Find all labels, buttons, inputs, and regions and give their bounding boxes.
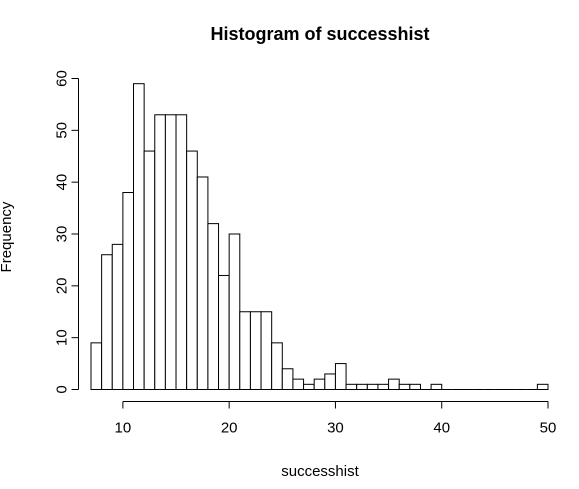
y-tick-label: 60 xyxy=(54,70,71,87)
y-tick-label: 30 xyxy=(54,226,71,243)
histogram-bar xyxy=(186,150,198,390)
histogram-bar xyxy=(409,383,421,391)
histogram-bar xyxy=(271,342,283,391)
histogram-bar xyxy=(228,233,241,390)
x-axis-label: successhist xyxy=(281,463,359,480)
histogram-bar xyxy=(377,383,390,391)
histogram-bar xyxy=(122,192,135,390)
histogram-bar xyxy=(133,83,145,391)
histogram-bar xyxy=(303,383,315,391)
histogram-bar xyxy=(536,383,549,391)
histogram-bar xyxy=(366,383,379,391)
y-tick-label: 50 xyxy=(54,122,71,139)
histogram-bar xyxy=(239,311,251,390)
x-tick-label: 10 xyxy=(115,420,132,437)
y-axis-label: Frequency xyxy=(0,201,15,272)
histogram-bar xyxy=(313,378,326,391)
histogram-bar xyxy=(218,274,230,390)
histogram-bar xyxy=(345,383,358,391)
histogram-bar xyxy=(143,150,156,390)
x-axis: 10 20 30 40 50 xyxy=(115,401,557,437)
histogram-bar xyxy=(164,114,177,390)
histogram-bar xyxy=(430,383,443,391)
histogram-bar xyxy=(324,373,336,391)
histogram-bar xyxy=(388,378,400,391)
histogram-bar xyxy=(260,311,273,390)
histogram-bar xyxy=(207,223,220,390)
histogram-bar xyxy=(249,311,262,390)
histogram-bar xyxy=(334,363,347,390)
histogram-bar xyxy=(111,243,124,390)
y-axis: 0 10 20 30 40 50 60 xyxy=(54,70,79,394)
histogram-bar xyxy=(356,383,368,391)
histogram-bar xyxy=(101,254,113,390)
y-tick-label: 20 xyxy=(54,277,71,294)
histogram-bar xyxy=(154,114,166,390)
x-tick-label: 40 xyxy=(433,420,450,437)
x-tick-label: 30 xyxy=(327,420,344,437)
y-tick-label: 10 xyxy=(54,329,71,346)
bars-group xyxy=(90,83,549,391)
y-tick-label: 40 xyxy=(54,174,71,191)
histogram-bar xyxy=(292,378,305,391)
chart-title: Histogram of successhist xyxy=(210,24,429,44)
x-tick-label: 20 xyxy=(221,420,238,437)
histogram-bar xyxy=(175,114,188,390)
histogram-bar xyxy=(281,368,294,390)
histogram-bar xyxy=(196,176,209,390)
histogram-bar xyxy=(398,383,411,391)
y-tick-label: 0 xyxy=(54,385,71,393)
histogram-bar xyxy=(90,342,103,391)
x-tick-label: 50 xyxy=(540,420,557,437)
